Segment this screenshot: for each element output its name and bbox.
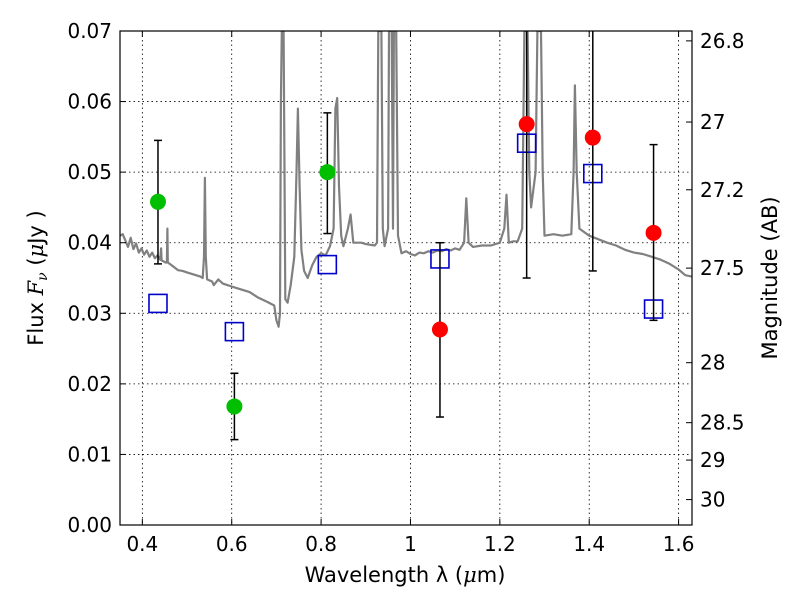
y-tick-label: 0.01: [67, 442, 112, 466]
right-tick-label: 27: [700, 110, 725, 134]
y-axis-unit-greek: μ: [24, 244, 48, 258]
model-photometry-points: [148, 133, 664, 342]
right-tick-label: 26.8: [700, 29, 745, 53]
model-square-marker: [148, 293, 168, 314]
x-tick-label: 1.4: [573, 532, 605, 556]
y-axis-unit-rest: Jy ): [24, 210, 48, 246]
x-tick-label: 0.6: [216, 532, 248, 556]
right-tick-label: 29: [700, 448, 725, 472]
y-tick-label: 0.06: [67, 90, 112, 114]
right-axis-title: Magnitude (AB): [758, 196, 782, 359]
observed-point-marker: [319, 164, 336, 181]
x-tick-label: 0.8: [305, 532, 337, 556]
x-tick-label: 1.6: [663, 532, 695, 556]
y-axis-title-paren: (: [24, 257, 48, 272]
x-tick-label: 0.4: [126, 532, 158, 556]
observed-point-marker: [226, 398, 243, 415]
observed-point-marker: [645, 224, 662, 241]
x-tick-label: 1.2: [484, 532, 516, 556]
right-tick-label: 27.2: [700, 178, 745, 202]
observed-point-marker: [431, 321, 448, 338]
x-axis-unit-rest: m): [477, 563, 506, 587]
x-axis-unit-greek: μ: [463, 563, 477, 587]
observed-point-marker: [584, 129, 601, 146]
x-axis-title: Wavelength λ (μm): [305, 563, 506, 587]
y-tick-label: 0.00: [67, 513, 112, 537]
y-axis-title-prefix: Flux: [24, 295, 48, 345]
x-axis-title-text: Wavelength λ (: [305, 563, 464, 587]
right-tick-label: 28.5: [700, 411, 745, 435]
y-tick-label: 0.03: [67, 301, 112, 325]
y-axis-title-subscript: ν: [35, 272, 51, 281]
model-square-marker: [224, 321, 245, 342]
right-tick-label: 30: [700, 488, 725, 512]
y-tick-label: 0.05: [67, 160, 112, 184]
axis-ticks: 0.4 0.6 0.8 1 1.2 1.4 1.6 0.00 0.01 0.02 0.03 0.04 0…: [67, 19, 744, 556]
right-tick-label: 28: [700, 351, 725, 375]
observed-point-marker: [149, 193, 166, 210]
observed-photometry-points: [149, 31, 662, 441]
observed-point-marker: [518, 116, 535, 133]
model-spectrum: [120, 31, 692, 328]
y-tick-label: 0.02: [67, 372, 112, 396]
grid-lines: [120, 30, 692, 526]
y-axis-title-symbol: F: [24, 279, 48, 296]
right-tick-label: 27.5: [700, 256, 745, 280]
y-axis-title: Flux Fν (μJy ): [24, 210, 51, 345]
spectrum-line: [120, 31, 692, 328]
model-square-marker: [317, 254, 338, 275]
y-tick-label: 0.04: [67, 231, 112, 255]
plot-frame: [119, 30, 693, 526]
y-tick-label: 0.07: [67, 19, 112, 43]
x-tick-label: 1: [404, 532, 417, 556]
